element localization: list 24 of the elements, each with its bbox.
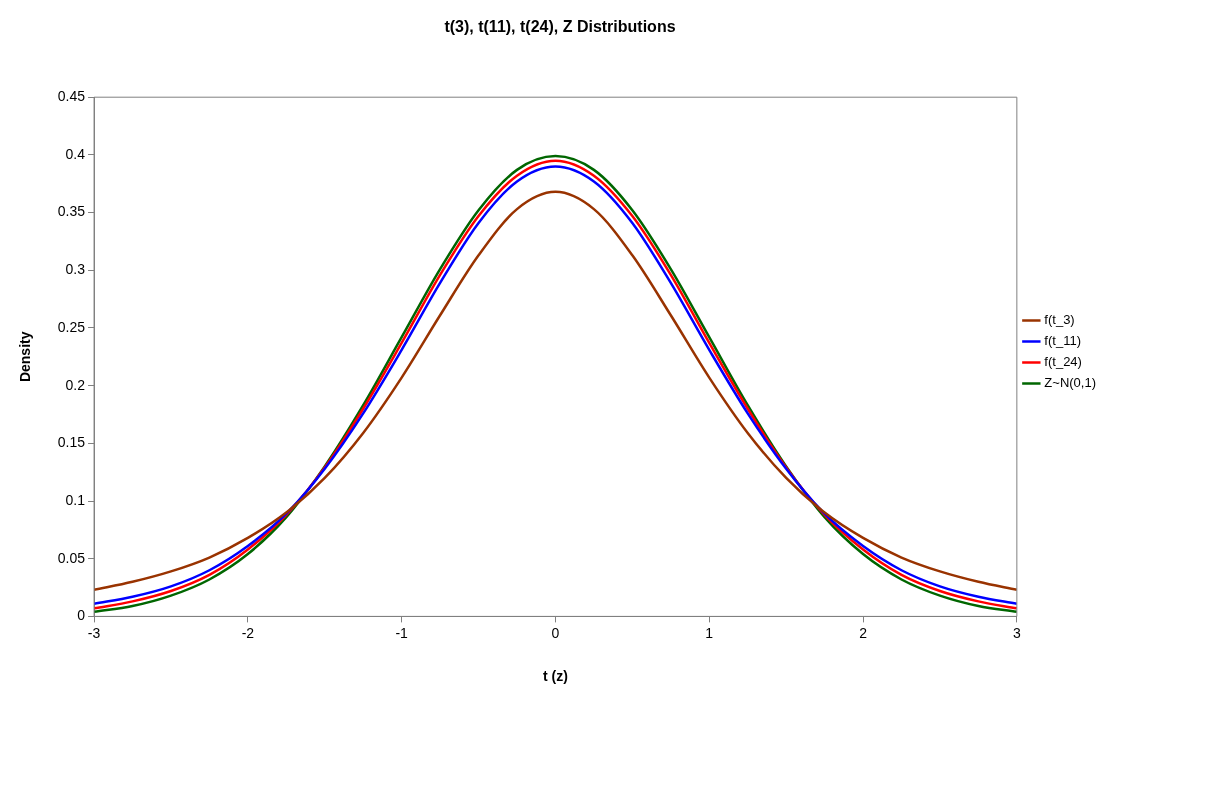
- legend-label: f(t_24): [1044, 354, 1082, 370]
- x-tick-label: 0: [551, 624, 560, 641]
- x-tick-label: -1: [395, 624, 409, 641]
- y-tick-label: 0.05: [57, 549, 86, 566]
- y-tick-label: 0.2: [65, 376, 86, 393]
- legend-label: f(t_3): [1044, 312, 1075, 328]
- x-tick-label: -2: [241, 624, 255, 641]
- legend-label: Z~N(0,1): [1044, 375, 1097, 391]
- y-tick-label: 0: [77, 607, 86, 624]
- y-tick-label: 0.15: [57, 434, 86, 451]
- chart-title: t(3), t(11), t(24), Z Distributions: [444, 18, 676, 36]
- y-axis-title: Density: [17, 331, 34, 383]
- y-tick-label: 0.45: [57, 88, 86, 105]
- y-tick-label: 0.25: [57, 318, 86, 335]
- x-axis-title: t (z): [543, 668, 568, 685]
- y-tick-label: 0.4: [65, 145, 86, 162]
- x-tick-label: 2: [859, 624, 868, 641]
- x-tick-label: 3: [1012, 624, 1021, 641]
- y-tick-label: 0.35: [57, 203, 86, 220]
- legend-label: f(t_11): [1044, 333, 1081, 349]
- y-tick-label: 0.1: [65, 491, 86, 508]
- y-tick-label: 0.3: [65, 261, 86, 278]
- x-tick-label: 1: [705, 624, 714, 641]
- x-tick-label: -3: [87, 624, 101, 641]
